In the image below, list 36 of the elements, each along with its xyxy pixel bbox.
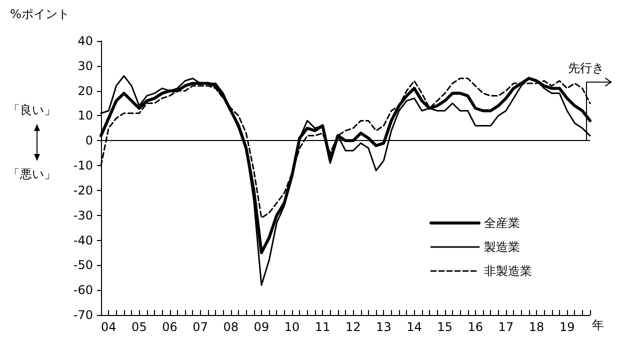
x-tick-label: 16 [468,320,484,334]
y-tick-label: 40 [78,34,93,48]
x-tick-label: 14 [406,320,422,334]
y-tick-label: 0 [85,134,93,148]
y-tick-label: 30 [78,58,93,73]
x-tick-label: 08 [223,320,239,334]
y-axis-title: %ポイント [10,7,70,21]
x-tick-label: 04 [101,320,116,334]
text: 「悪い」 [8,167,56,181]
y-tick-label: -50 [73,258,93,272]
y-tick-label: -30 [73,208,93,222]
y-tick-label: -70 [73,308,93,322]
y-tick-label: 20 [78,84,93,98]
y-tick-label: -40 [73,233,93,248]
y-tick-label: -20 [73,183,93,198]
ref-line-label: 先行き [568,61,604,76]
legend-label: 製造業 [484,240,520,254]
x-tick-label: 17 [498,320,514,334]
text: 「良い」 [8,103,56,117]
x-tick-label: 07 [192,320,208,334]
x-tick-label: 15 [437,320,452,334]
x-tick-label: 10 [284,320,300,334]
x-tick-label: 13 [376,320,392,334]
legend-label: 非製造業 [484,264,532,278]
y-tick-label: -60 [73,283,93,298]
x-tick-label: 12 [346,320,361,334]
y-tick-label: -10 [73,158,93,173]
x-tick-label: 05 [132,320,147,334]
x-tick-label: 09 [254,320,270,334]
x-tick-label: 18 [528,320,544,334]
x-tick-label: 11 [314,320,330,334]
x-tick-label: 06 [162,320,178,334]
x-axis-title: 年 [592,318,604,332]
y-tick-label: 10 [78,108,93,123]
legend-label: 全産業 [484,216,520,230]
x-tick-label: 19 [559,320,575,334]
